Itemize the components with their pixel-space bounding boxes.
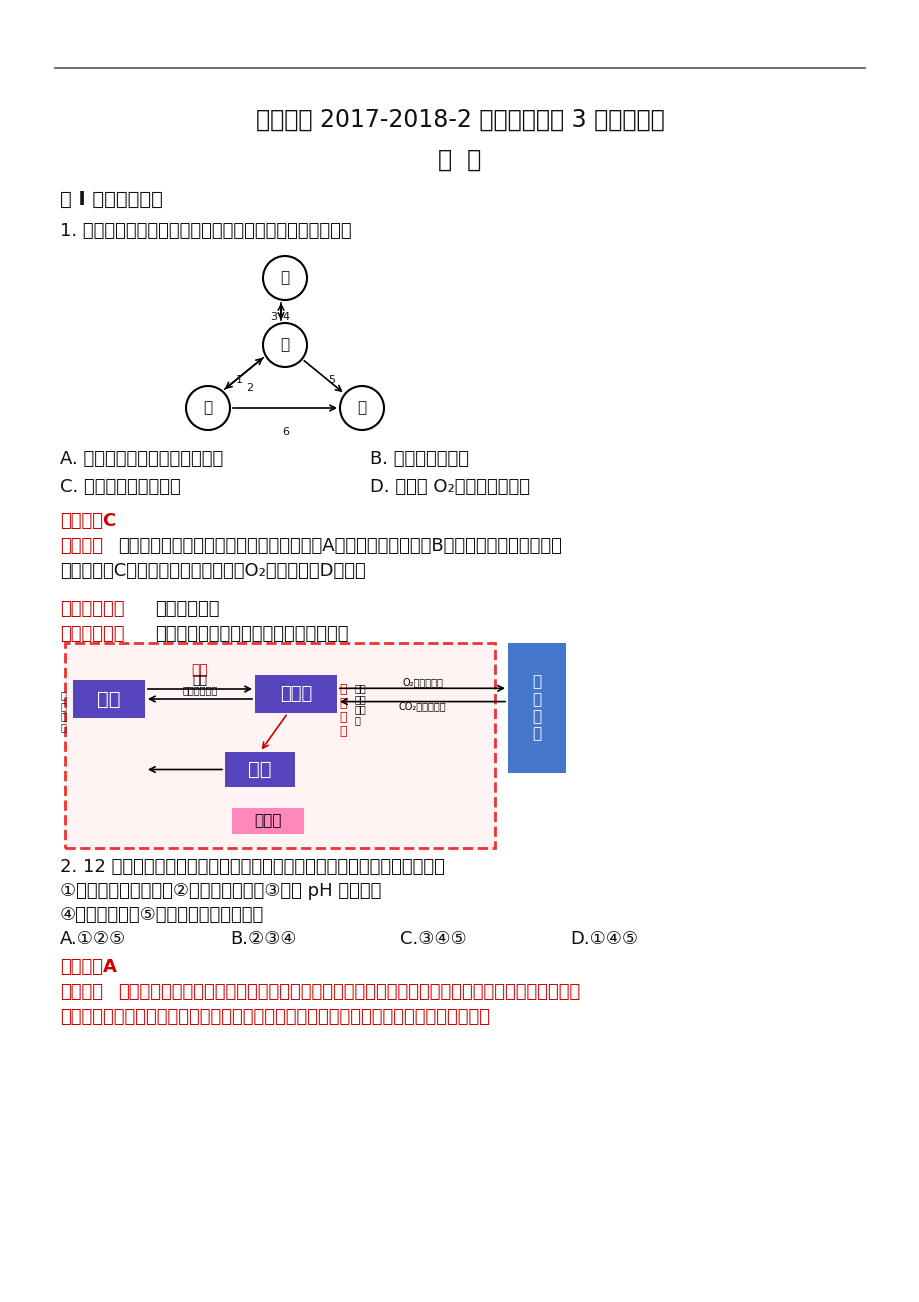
Text: 内环境的维持需要各种细胞、器官的参与，A错误；甲是组织液，B错误；红细胞只存在于乙: 内环境的维持需要各种细胞、器官的参与，A错误；甲是组织液，B错误；红细胞只存在于… [118, 536, 562, 555]
Text: 【答案】A: 【答案】A [60, 958, 117, 976]
Text: 内环境: 内环境 [254, 814, 281, 828]
Text: A. 内环境的稳态不需要细胞参与: A. 内环境的稳态不需要细胞参与 [60, 450, 223, 467]
Text: 丙: 丙 [357, 401, 366, 415]
Text: 【解析】: 【解析】 [60, 536, 103, 555]
Text: O₂和营养物质: O₂和营养物质 [402, 677, 442, 687]
Text: 透过
毛细
淋巴
管: 透过 毛细 淋巴 管 [355, 684, 367, 725]
Text: 渗透: 渗透 [192, 674, 208, 687]
Text: 1. 如图表示人体中部分体液的关系图，则下列叙述正确的是: 1. 如图表示人体中部分体液的关系图，则下列叙述正确的是 [60, 223, 351, 240]
Text: 【解析】: 【解析】 [60, 983, 103, 1001]
Text: 双向: 双向 [191, 663, 208, 677]
Bar [255, 674, 336, 713]
Text: 透过毛细血管: 透过毛细血管 [182, 685, 218, 695]
Text: 【名师点睛】: 【名师点睛】 [60, 625, 124, 643]
Text: 组织液: 组织液 [279, 685, 312, 703]
Text: 淋
巴
循
环: 淋 巴 循 环 [60, 690, 66, 733]
Text: 5: 5 [328, 375, 335, 385]
Text: C. 红细胞存在于乙液中: C. 红细胞存在于乙液中 [60, 478, 180, 496]
Text: 甲: 甲 [280, 337, 289, 353]
Text: 6: 6 [282, 427, 289, 437]
Text: ①睾丸生长发育受影响②血糖调节受影响③血浆 pH 剧烈变化: ①睾丸生长发育受影响②血糖调节受影响③血浆 pH 剧烈变化 [60, 881, 381, 900]
Text: 乙: 乙 [203, 401, 212, 415]
Bar [73, 680, 145, 717]
Text: 淋巴: 淋巴 [248, 760, 271, 779]
Text: CO₂和代谢废物: CO₂和代谢废物 [398, 702, 446, 712]
Text: ④言语功能障碍⑤细胞外液渗透压不稳定: ④言语功能障碍⑤细胞外液渗透压不稳定 [60, 906, 264, 924]
Text: 【考点定位】: 【考点定位】 [60, 600, 124, 618]
Text: 素，促性腺激素能够促进性腺的生长发育，因此若下丘脑发生病变，睾丸生长发育可能受影: 素，促性腺激素能够促进性腺的生长发育，因此若下丘脑发生病变，睾丸生长发育可能受影 [60, 1008, 490, 1026]
Text: 理清脉络，弄清内环境三个成分之间关系: 理清脉络，弄清内环境三个成分之间关系 [154, 625, 348, 643]
Text: 生  物: 生 物 [437, 148, 482, 172]
Text: 丁: 丁 [280, 271, 289, 285]
Text: D. 丁液中 O₂浓度比甲液中高: D. 丁液中 O₂浓度比甲液中高 [369, 478, 529, 496]
Text: 4: 4 [282, 312, 289, 322]
Text: 细
胞
内
液: 细 胞 内 液 [532, 674, 541, 742]
Text: 液血浆中，C正确；丁表示细胞内液，O₂浓度最低，D错误。: 液血浆中，C正确；丁表示细胞内液，O₂浓度最低，D错误。 [60, 562, 366, 579]
Text: 第 I 卷单项选择题: 第 I 卷单项选择题 [60, 190, 163, 210]
Text: 兰州一中 2017-2018-2 学期高二年级 3 月月考试题: 兰州一中 2017-2018-2 学期高二年级 3 月月考试题 [255, 108, 664, 132]
Text: 试题分析：下丘脑分泌的促性腺激素释放激素作用于垂体，促使垂体分泌促性腺激素，促性腺激素: 试题分析：下丘脑分泌的促性腺激素释放激素作用于垂体，促使垂体分泌促性腺激素，促性… [118, 983, 580, 1001]
Bar [232, 809, 303, 835]
Text: B.②③④: B.②③④ [230, 930, 296, 948]
Text: 1: 1 [236, 375, 243, 385]
Text: 内环境的组成: 内环境的组成 [154, 600, 220, 618]
Text: 2. 12 岁的小明被诊断为下丘脑发生病变，下列生命活动中可能受到影响的是: 2. 12 岁的小明被诊断为下丘脑发生病变，下列生命活动中可能受到影响的是 [60, 858, 445, 876]
Bar [225, 753, 295, 786]
Text: 血浆: 血浆 [97, 690, 120, 708]
Text: 3: 3 [269, 312, 277, 322]
Text: B. 甲表示细胞内液: B. 甲表示细胞内液 [369, 450, 469, 467]
Text: 单
向
渗
透: 单 向 渗 透 [338, 684, 346, 738]
Bar [507, 643, 565, 773]
Text: A.①②⑤: A.①②⑤ [60, 930, 126, 948]
Bar [65, 643, 494, 848]
Text: 2: 2 [245, 383, 253, 393]
Text: 【答案】C: 【答案】C [60, 512, 116, 530]
Text: D.①④⑤: D.①④⑤ [570, 930, 637, 948]
Text: C.③④⑤: C.③④⑤ [400, 930, 466, 948]
